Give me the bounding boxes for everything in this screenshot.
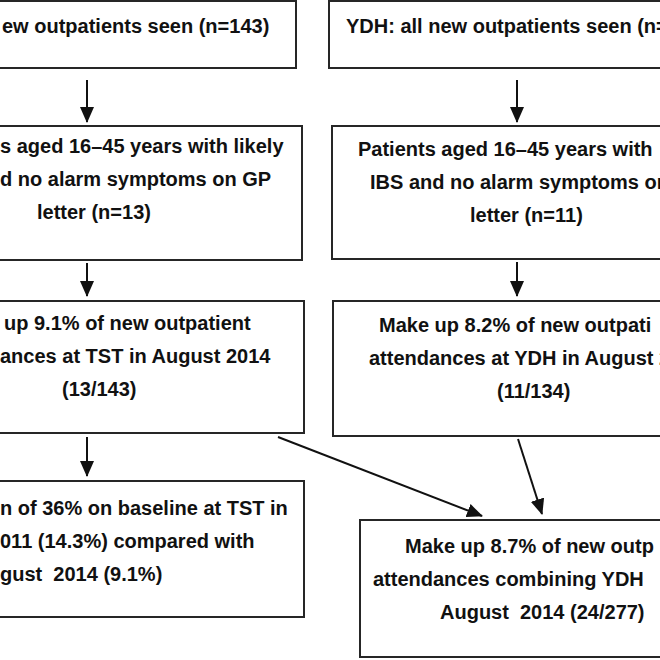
arrow-ydh-rate-to-combined — [518, 439, 542, 514]
arrow-tst-rate-to-combined — [278, 437, 482, 516]
box-line: ances at TST in August 2014 — [0, 340, 303, 373]
box-line: gust 2014 (9.1%) — [0, 558, 303, 591]
flowchart-box-tst-attendance-rate: up 9.1% of new outpatient ances at TST i… — [0, 300, 305, 434]
flowchart-box-ydh-ibs-patients: Patients aged 16–45 years with IBS and n… — [331, 125, 660, 260]
box-line: (11/134) — [334, 375, 660, 408]
box-line: d no alarm symptoms on GP — [0, 163, 301, 196]
box-line: letter (n=11) — [333, 199, 660, 232]
box-line: s aged 16–45 years with likely — [0, 130, 301, 163]
box-line: n of 36% on baseline at TST in — [0, 492, 303, 525]
box-line: IBS and no alarm symptoms on — [333, 166, 660, 199]
box-line: ew outpatients seen (n=143) — [0, 10, 295, 43]
box-line: August 2014 (24/277) — [361, 596, 660, 629]
flowchart-box-tst-reduction: n of 36% on baseline at TST in 011 (14.3… — [0, 480, 305, 618]
box-line: Make up 8.7% of new outp — [361, 530, 660, 563]
box-line: up 9.1% of new outpatient — [0, 307, 303, 340]
box-line: Make up 8.2% of new outpati — [334, 309, 660, 342]
flowchart-box-ydh-attendance-rate: Make up 8.2% of new outpati attendances … — [332, 300, 660, 437]
flowchart-figure: ew outpatients seen (n=143) YDH: all new… — [0, 0, 660, 660]
box-line: attendances at YDH in August 2 — [334, 342, 660, 375]
box-line: (13/143) — [0, 373, 303, 406]
box-line: attendances combining YDH — [361, 563, 660, 596]
flowchart-box-tst-ibs-patients: s aged 16–45 years with likely d no alar… — [0, 125, 303, 261]
box-line: YDH: all new outpatients seen (n= — [330, 10, 660, 43]
flowchart-box-tst-all-outpatients: ew outpatients seen (n=143) — [0, 0, 297, 69]
box-line: Patients aged 16–45 years with — [333, 133, 660, 166]
flowchart-box-combined-rate: Make up 8.7% of new outp attendances com… — [359, 519, 660, 658]
box-line: 011 (14.3%) compared with — [0, 525, 303, 558]
box-line: letter (n=13) — [0, 196, 301, 229]
flowchart-box-ydh-all-outpatients: YDH: all new outpatients seen (n= — [328, 0, 660, 69]
